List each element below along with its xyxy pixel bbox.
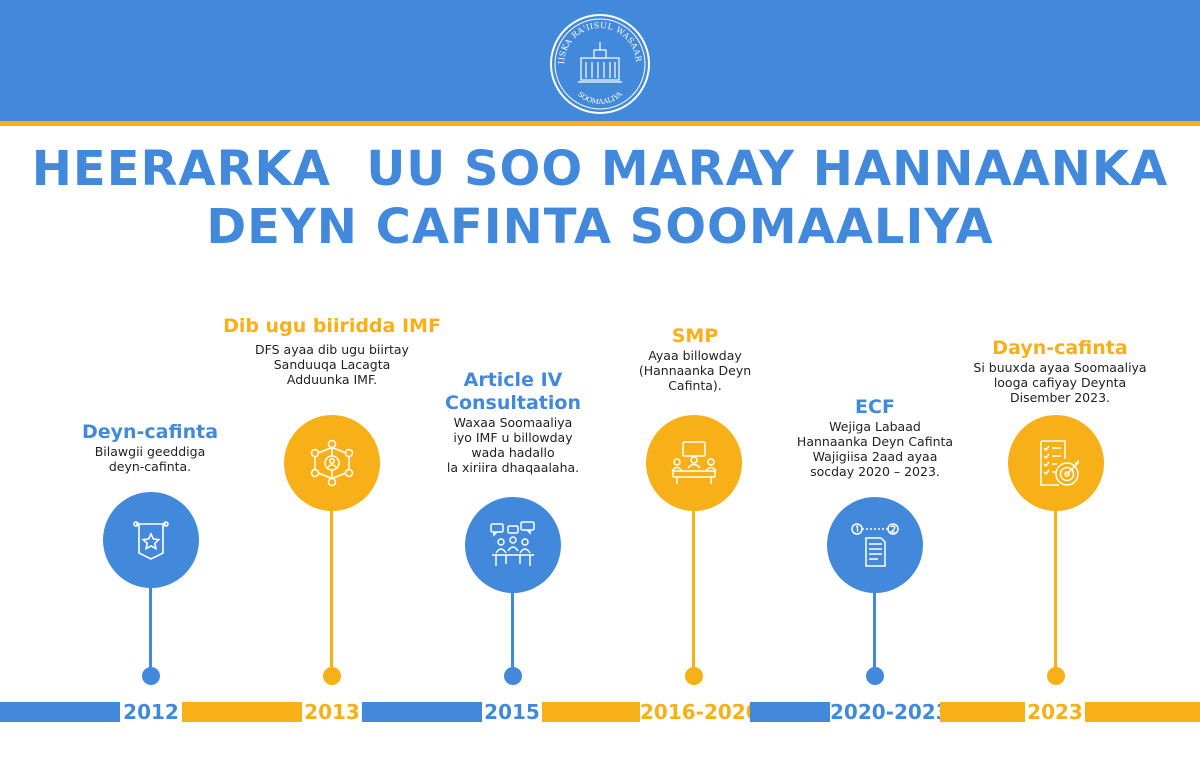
timeline-dot <box>1047 667 1065 685</box>
event-description: Ayaa billowday (Hannaanka Deyn Cafinta). <box>638 348 752 393</box>
event-description: Bilawgii geeddiga deyn-cafinta. <box>94 444 206 474</box>
timeline-dot <box>323 667 341 685</box>
timeline-bar-segment <box>940 702 1025 722</box>
timeline-stem <box>149 585 152 669</box>
timeline-dot <box>866 667 884 685</box>
conference-table-icon <box>671 441 717 484</box>
event-2020-2023: ECF Wejiga Labaad Hannaanka Deyn Cafinta W… <box>775 396 975 479</box>
event-circle-2023 <box>1008 415 1104 511</box>
timeline-stem <box>1054 505 1057 669</box>
event-2023: Dayn-cafinta Si buuxda ayaa Soomaaliya lo… <box>945 337 1175 405</box>
event-description: Waxaa Soomaaliya iyo IMF u billowday wada … <box>446 415 580 475</box>
timeline-stem <box>873 585 876 669</box>
event-2013: Dib ugu biiridda IMF DFS ayaa dib ugu bi… <box>212 315 452 387</box>
svg-text:XAFIISKA RA'IISUL WASAARAHA: XAFIISKA RA'IISUL WASAARAHA <box>548 12 643 64</box>
event-title: Deyn-cafinta <box>81 421 219 443</box>
banner-star-icon <box>133 521 169 560</box>
event-circle-2016-2020 <box>646 415 742 511</box>
event-circle-2012 <box>103 492 199 588</box>
seal-top-text: XAFIISKA RA'IISUL WASAARAHA <box>548 12 643 64</box>
header-bar: XAFIISKA RA'IISUL WASAARAHA SOOMAALIYA <box>0 0 1200 121</box>
event-circle-2013 <box>284 415 380 511</box>
timeline-dot <box>142 667 160 685</box>
steps-document-icon <box>851 523 899 567</box>
event-title: Dayn-cafinta <box>992 337 1128 359</box>
year-label-2023: 2023 <box>1027 700 1083 724</box>
timeline-bar-segment <box>182 702 302 722</box>
page-title: HEERARKA UU SOO MARAY HANNAANKA DEYN CAF… <box>0 140 1200 256</box>
checklist-target-icon <box>1040 440 1079 486</box>
timeline-dot <box>685 667 703 685</box>
government-seal-icon: XAFIISKA RA'IISUL WASAARAHA SOOMAALIYA <box>548 12 650 114</box>
timeline-bar-segment <box>1085 702 1200 722</box>
title-line-1: HEERARKA UU SOO MARAY HANNAANKA <box>31 141 1169 197</box>
event-title: SMP <box>671 325 719 347</box>
timeline-stem <box>511 585 514 669</box>
timeline-bar-segment <box>750 702 830 722</box>
svg-text:SOOMAALIYA: SOOMAALIYA <box>576 90 625 107</box>
year-label-2012: 2012 <box>123 700 179 724</box>
event-circle-2015 <box>465 497 561 593</box>
timeline-dot <box>504 667 522 685</box>
seal-bottom-text: SOOMAALIYA <box>576 90 625 107</box>
timeline-stem <box>692 505 695 669</box>
event-title: ECF <box>855 396 895 418</box>
event-description: Si buuxda ayaa Soomaaliya looga cafiyay D… <box>973 360 1147 405</box>
event-2015: Article IV Consultation Waxaa Soomaaliya i… <box>413 369 613 475</box>
event-title: Article IV Consultation <box>445 369 581 414</box>
event-2012: Deyn-cafinta Bilawgii geeddiga deyn-cafin… <box>50 421 250 474</box>
year-label-2013: 2013 <box>304 700 360 724</box>
event-circle-2020-2023 <box>827 497 923 593</box>
event-description: Wejiga Labaad Hannaanka Deyn Cafinta Wajig… <box>796 419 954 479</box>
event-2016-2020: SMP Ayaa billowday (Hannaanka Deyn Cafinta… <box>595 325 795 393</box>
title-line-2: DEYN CAFINTA SOOMAALIYA <box>206 199 994 255</box>
timeline-bar-segment <box>362 702 482 722</box>
timeline-bar-segment <box>0 702 120 722</box>
event-description: DFS ayaa dib ugu biirtay Sanduuqa Lacagta… <box>255 342 409 387</box>
event-title: Dib ugu biiridda IMF <box>223 315 441 337</box>
meeting-chat-icon <box>490 521 535 566</box>
year-label-2020-2023: 2020-2023 <box>830 700 950 724</box>
network-people-icon <box>310 439 354 487</box>
year-label-2016-2020: 2016-2020 <box>640 700 760 724</box>
timeline-bar-segment <box>542 702 640 722</box>
year-label-2015: 2015 <box>484 700 540 724</box>
timeline-stem <box>330 505 333 669</box>
header-accent-stripe <box>0 121 1200 126</box>
